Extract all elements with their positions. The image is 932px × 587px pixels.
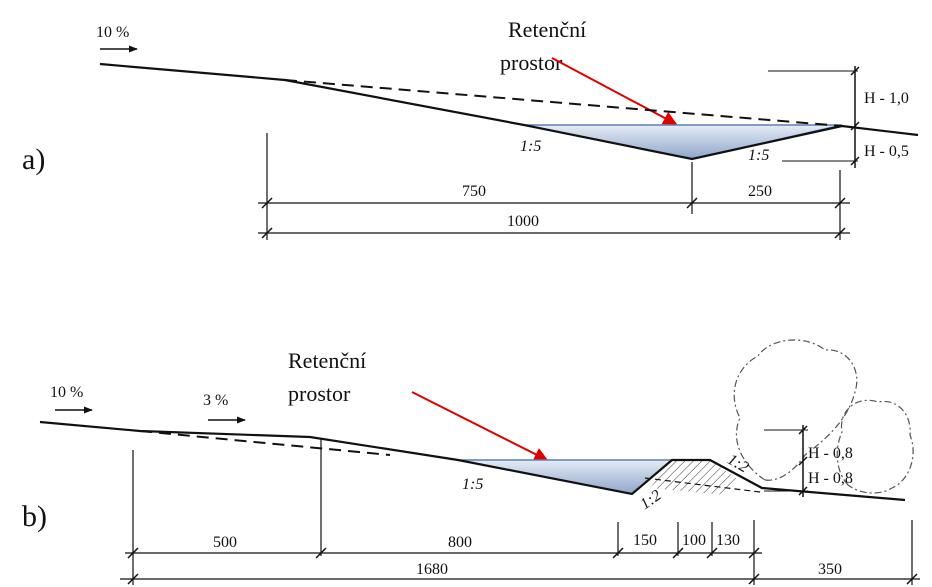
panel-a-dim-tick-4	[261, 227, 273, 239]
panel-b-dim-4: 100	[682, 532, 706, 549]
panel-b-dim-3: 150	[633, 532, 657, 549]
panel-b-depth-tick-2	[798, 456, 808, 466]
panel-a-label: a)	[22, 143, 45, 176]
panel-b-callout-line2: prostor	[288, 381, 351, 406]
panel-b-dim-tick-5	[706, 547, 718, 559]
panel-b-dim-2: 800	[448, 534, 472, 551]
panel-b-dim-tick-4	[672, 547, 684, 559]
panel-b-ground-line	[39, 420, 906, 502]
panel-b-slope-pond: 1:5	[462, 476, 483, 493]
panel-a-dim-tick-1	[261, 197, 273, 209]
panel-a-callout-line2: prostor	[500, 50, 563, 75]
panel-b-bush-small	[836, 399, 914, 494]
panel-b-slope-berm-out: 1:2	[724, 451, 751, 476]
panel-b-depth-tick-3	[798, 486, 808, 496]
panel-a-dim-total: 1000	[507, 213, 539, 230]
panel-a-depth-upper: H - 1,0	[864, 90, 909, 107]
panel-a-original-ground	[284, 79, 843, 127]
panel-a-slope-right: 1:5	[748, 147, 769, 164]
panel-a-depth-tick-1	[850, 66, 860, 76]
panel-b-dim-tick-3	[612, 547, 624, 559]
panel-a-slope-left: 1:5	[520, 138, 541, 155]
panel-b-bush-large	[733, 339, 858, 481]
panel-b-dim-tick-6	[748, 547, 760, 559]
panel-a: a) 10 % Retenční prostor 1:5 1:5 H - 1,0…	[22, 17, 919, 240]
panel-b-gradient-2: 3 %	[203, 392, 228, 409]
panel-b-slope-berm-in: 1:2	[637, 487, 664, 513]
panel-a-dim-tick-3	[834, 197, 846, 209]
panel-b-depth-upper: H - 0,8	[808, 445, 853, 462]
panel-b-dim-total: 1680	[416, 561, 448, 578]
panel-b: b) 10 % 3 % Retenční prostor 1:5 1:2 1:2…	[22, 339, 920, 585]
panel-a-callout-line1: Retenční	[508, 17, 586, 42]
panel-b-dim-tick-2	[315, 547, 327, 559]
panel-b-callout-arrow	[411, 391, 549, 461]
panel-a-depth-tick-2	[850, 121, 860, 131]
panel-a-dim-left: 750	[462, 183, 486, 200]
panel-b-callout-line1: Retenční	[288, 348, 366, 373]
panel-a-dim-right: 250	[748, 183, 772, 200]
panel-b-water	[457, 459, 675, 495]
panel-a-dim-tick-2	[686, 197, 698, 209]
panel-b-dim-tick-8	[748, 573, 760, 585]
panel-b-dim-end: 350	[818, 561, 842, 578]
panel-b-dim-tick-9	[906, 573, 918, 585]
panel-a-gradient-label: 10 %	[96, 24, 129, 41]
panel-a-water	[523, 124, 843, 160]
panel-b-dim-1: 500	[213, 534, 237, 551]
panel-b-dim-tick-1	[127, 547, 139, 559]
panel-a-ground-line	[99, 62, 919, 161]
panel-b-dim-5: 130	[716, 532, 740, 549]
panel-b-depth-lower: H - 0,8	[808, 470, 853, 487]
panel-b-dim-tick-7	[127, 573, 139, 585]
panel-a-callout-arrow	[551, 57, 678, 125]
panel-a-depth-tick-3	[850, 156, 860, 166]
panel-b-original-ground	[139, 430, 391, 456]
panel-a-depth-lower: H - 0,5	[864, 143, 909, 160]
panel-a-dim-tick-5	[834, 227, 846, 239]
panel-b-depth-tick-1	[798, 425, 808, 435]
panel-b-gradient-1: 10 %	[50, 384, 83, 401]
panel-b-label: b)	[22, 500, 47, 533]
